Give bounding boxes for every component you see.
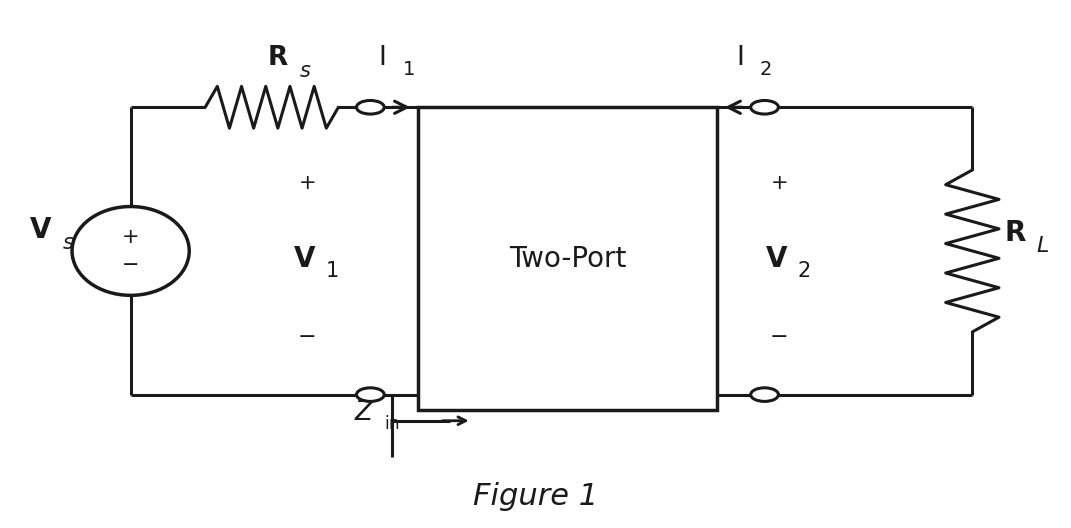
Circle shape [751,388,779,401]
Text: +: + [122,228,139,247]
Text: $1$: $1$ [403,60,414,79]
Text: $2$: $2$ [759,60,771,79]
Text: $+$: $+$ [770,173,787,193]
Text: $\mathbf{V}$: $\mathbf{V}$ [765,245,788,273]
Text: $1$: $1$ [325,261,338,281]
Circle shape [357,100,384,114]
Text: $L$: $L$ [1037,235,1050,256]
Text: Figure 1: Figure 1 [473,482,598,511]
Text: $-$: $-$ [769,325,787,345]
Text: $+$: $+$ [298,173,315,193]
Text: $\mathbf{V}$: $\mathbf{V}$ [292,245,316,273]
Text: $s$: $s$ [62,233,75,253]
Circle shape [751,100,779,114]
Text: $2$: $2$ [797,261,810,281]
Text: −: − [122,254,139,275]
Ellipse shape [72,206,190,295]
Text: $\mathbf{R}$: $\mathbf{R}$ [1005,219,1027,247]
Text: $\mathrm{I}$: $\mathrm{I}$ [736,45,743,71]
Text: $\mathrm{in}$: $\mathrm{in}$ [384,416,399,433]
Bar [419,107,716,410]
Text: Two-Port: Two-Port [509,245,627,273]
Text: $-$: $-$ [298,325,316,345]
Text: $Z$: $Z$ [355,400,376,426]
Text: $\mathbf{R}$: $\mathbf{R}$ [267,45,289,71]
Circle shape [357,388,384,401]
Text: $\mathbf{V}$: $\mathbf{V}$ [29,216,52,244]
Text: $\mathrm{I}$: $\mathrm{I}$ [378,45,386,71]
Text: $s$: $s$ [299,61,312,81]
